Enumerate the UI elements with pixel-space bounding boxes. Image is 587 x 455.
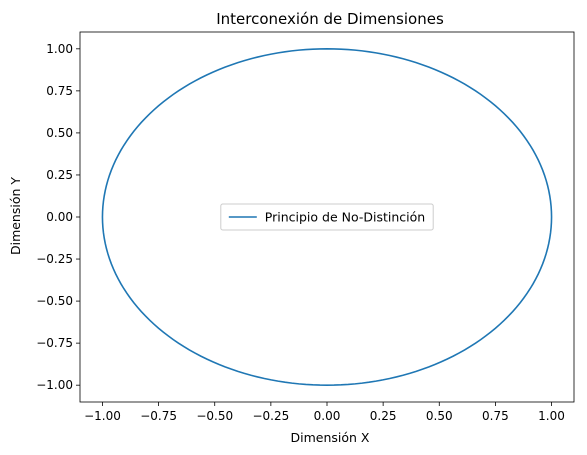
y-tick-label: 0.50 xyxy=(46,126,73,140)
y-tick-label: 0.00 xyxy=(46,210,73,224)
chart-title: Interconexión de Dimensiones xyxy=(216,10,444,28)
x-tick-label: −0.25 xyxy=(252,409,289,423)
x-tick-label: 0.50 xyxy=(426,409,453,423)
y-axis-label: Dimensión Y xyxy=(8,177,23,255)
y-tick-label: −0.50 xyxy=(36,294,73,308)
y-axis-ticks: −1.00 −0.75 −0.50 −0.25 0.00 0.25 0.50 0.75 1.00 xyxy=(36,42,80,392)
x-tick-label: 0.75 xyxy=(482,409,509,423)
x-tick-label: 0.00 xyxy=(314,409,341,423)
legend: Principio de No-Distinción xyxy=(220,203,434,231)
y-tick-label: 1.00 xyxy=(46,42,73,56)
series-line-principio-de-no-distincion xyxy=(101,48,553,386)
x-tick-label: −1.00 xyxy=(84,409,121,423)
x-tick-label: 0.25 xyxy=(370,409,397,423)
y-tick-label: 0.75 xyxy=(46,84,73,98)
y-tick-label: 0.25 xyxy=(46,168,73,182)
x-tick-label: −0.50 xyxy=(196,409,233,423)
x-tick-label: −0.75 xyxy=(140,409,177,423)
y-tick-label: −0.25 xyxy=(36,252,73,266)
legend-label: Principio de No-Distinción xyxy=(265,210,425,225)
x-axis-ticks: −1.00 −0.75 −0.50 −0.25 0.00 0.25 0.50 0.75 1.00 xyxy=(84,402,565,423)
x-tick-label: 1.00 xyxy=(538,409,565,423)
y-tick-label: −1.00 xyxy=(36,378,73,392)
y-tick-label: −0.75 xyxy=(36,336,73,350)
legend-box xyxy=(220,203,434,231)
x-axis-label: Dimensión X xyxy=(291,430,370,445)
